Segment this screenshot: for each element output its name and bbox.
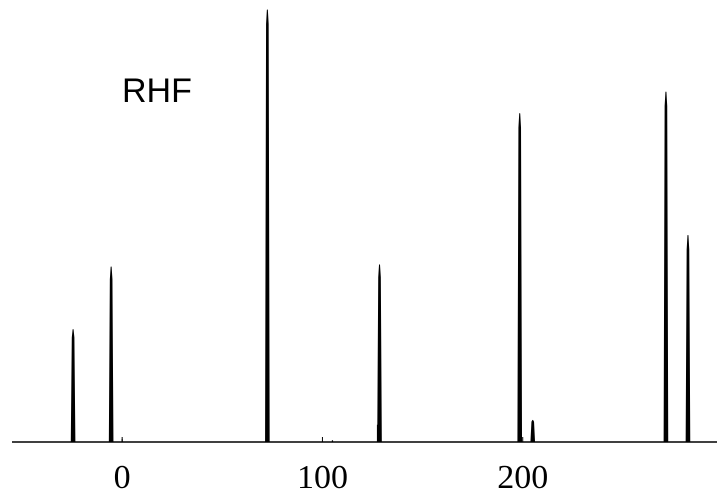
- spectrum-peak-1: [70, 329, 76, 443]
- spectrum-peak-5: [517, 113, 523, 443]
- spectrum-peak-7: [663, 91, 669, 443]
- spectrum-peak-4: [377, 264, 382, 443]
- x-axis-ticks: 0 100 200: [114, 437, 548, 496]
- spectrum-peak-3: [265, 9, 270, 443]
- x-tick-label-1: 0: [114, 459, 131, 496]
- x-tick-label-2: 100: [297, 459, 348, 496]
- spectrum-peak-8: [685, 235, 691, 443]
- x-tick-label-3: 200: [497, 459, 548, 496]
- spectrum-peak-6: [530, 419, 536, 443]
- spectrum-peak-2: [108, 266, 114, 443]
- series-annotation: RHF: [122, 72, 192, 110]
